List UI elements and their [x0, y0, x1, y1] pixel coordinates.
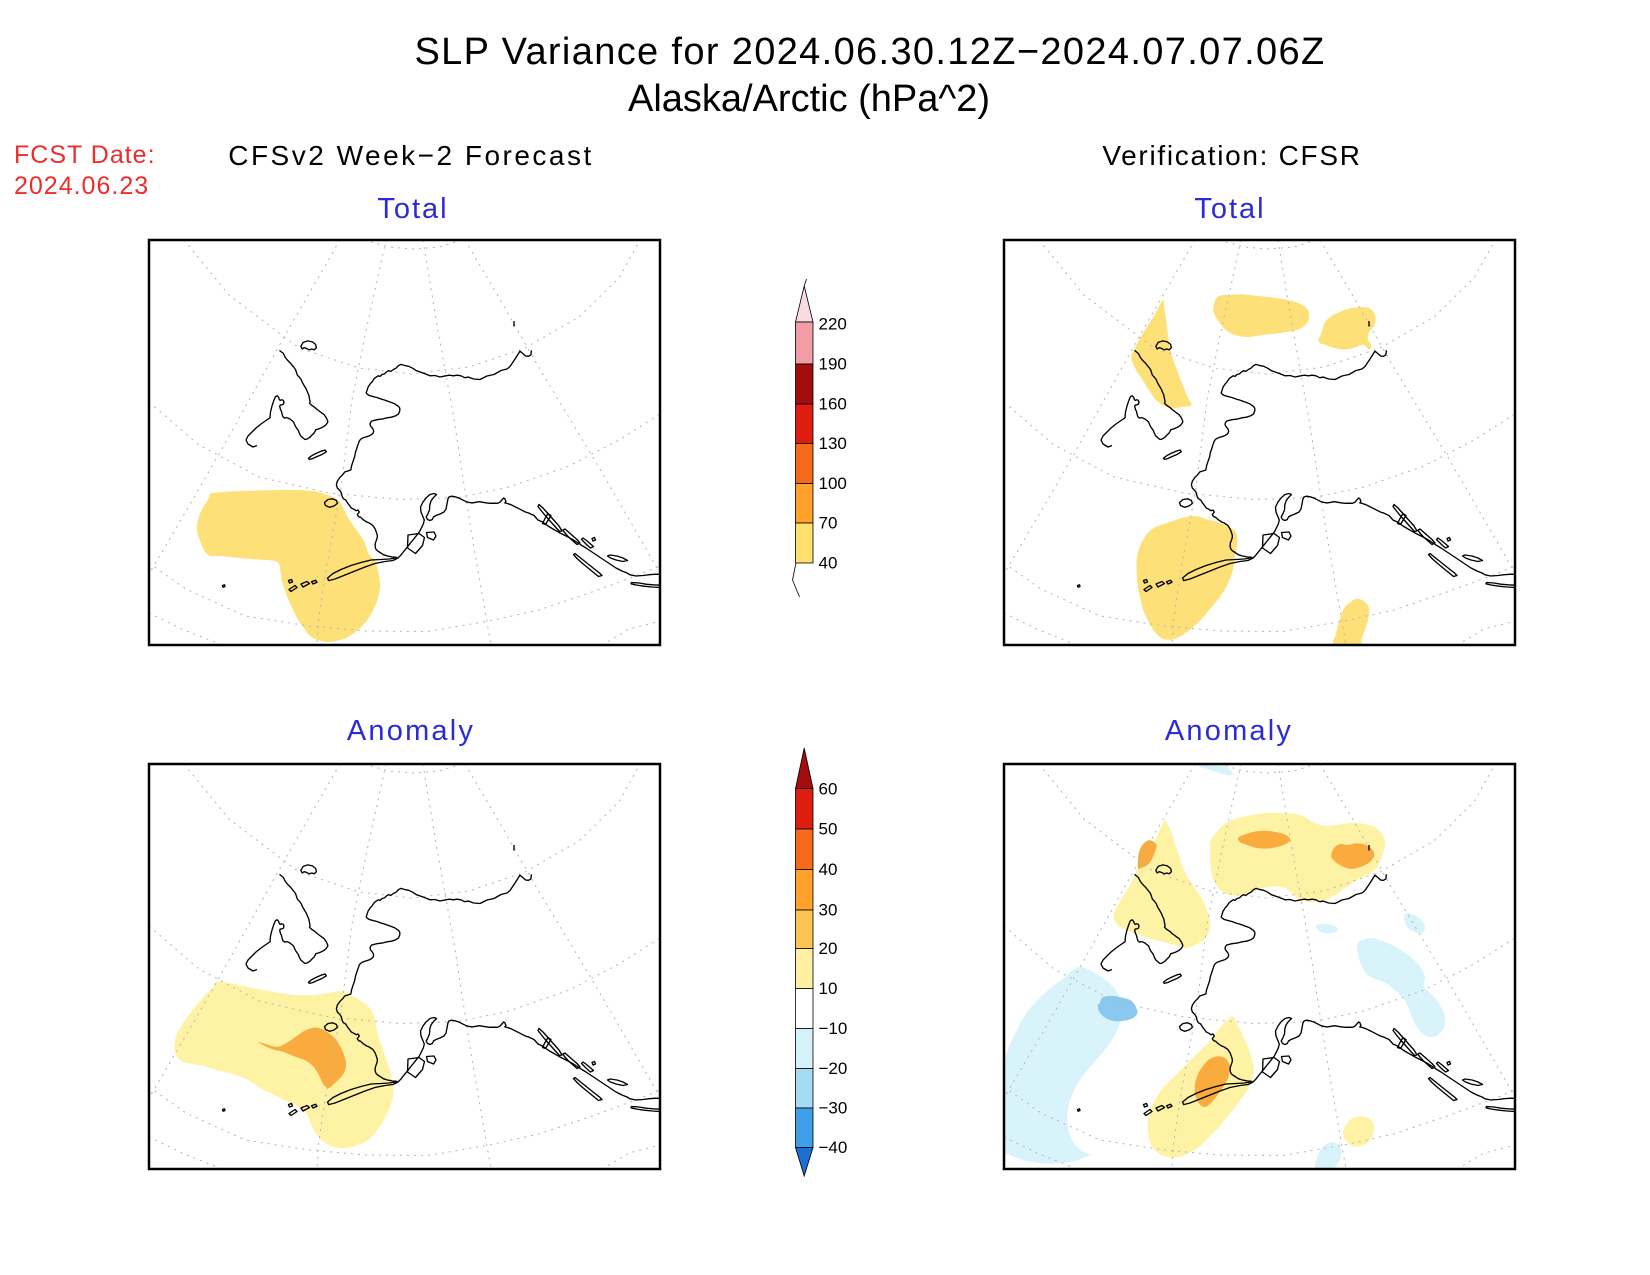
svg-text:Total: Total — [1194, 193, 1265, 225]
svg-text:40: 40 — [819, 860, 838, 879]
svg-text:30: 30 — [819, 901, 838, 920]
svg-text:Alaska/Arctic (hPa^2): Alaska/Arctic (hPa^2) — [628, 78, 990, 120]
svg-text:−10: −10 — [819, 1019, 848, 1038]
svg-text:Verification: CFSR: Verification: CFSR — [1102, 140, 1361, 171]
svg-text:−30: −30 — [819, 1099, 848, 1118]
svg-text:−40: −40 — [819, 1138, 848, 1157]
svg-text:Anomaly: Anomaly — [1165, 715, 1293, 747]
svg-text:−20: −20 — [819, 1059, 848, 1078]
svg-text:160: 160 — [819, 395, 847, 414]
svg-text:20: 20 — [819, 939, 838, 958]
svg-text:40: 40 — [819, 554, 838, 573]
svg-text:SLP Variance for 2024.06.30.12: SLP Variance for 2024.06.30.12Z−2024.07.… — [414, 31, 1325, 73]
svg-text:50: 50 — [819, 820, 838, 839]
svg-text:100: 100 — [819, 474, 847, 493]
svg-text:Anomaly: Anomaly — [347, 715, 475, 747]
svg-text:220: 220 — [819, 315, 847, 334]
svg-text:FCST Date:: FCST Date: — [14, 141, 156, 169]
svg-text:Total: Total — [377, 193, 448, 225]
svg-text:60: 60 — [819, 780, 838, 799]
svg-text:70: 70 — [819, 514, 838, 533]
svg-text:10: 10 — [819, 979, 838, 998]
svg-text:CFSv2 Week−2 Forecast: CFSv2 Week−2 Forecast — [228, 140, 594, 171]
svg-text:130: 130 — [819, 434, 847, 453]
svg-text:2024.06.23: 2024.06.23 — [14, 172, 149, 200]
svg-text:190: 190 — [819, 355, 847, 374]
